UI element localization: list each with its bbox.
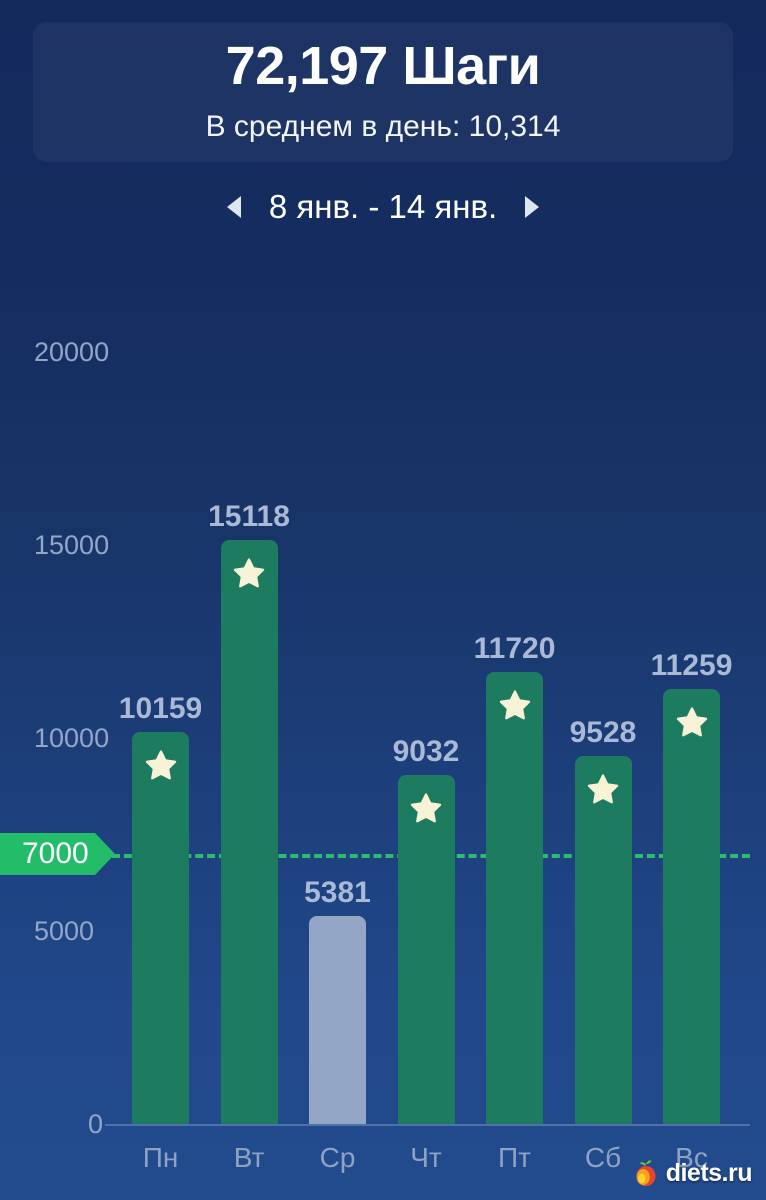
x-axis-baseline <box>105 1124 750 1126</box>
bar-value-label: 9032 <box>392 735 460 769</box>
watermark-text: diets.ru <box>665 1159 753 1187</box>
y-axis-tick-0: 0 <box>88 1109 104 1139</box>
bar-Сб[interactable] <box>574 756 632 1124</box>
bar-value-label: 15118 <box>208 500 290 534</box>
apple-icon <box>636 1160 656 1186</box>
total-steps-title: 72,197 Шаги <box>225 36 541 96</box>
x-axis-tick-Ср: Ср <box>319 1142 356 1173</box>
bar-value-label: 9528 <box>569 716 637 750</box>
x-axis-tick-Чт: Чт <box>410 1142 442 1173</box>
y-axis-tick-15000: 15000 <box>34 530 110 560</box>
bar-Пт[interactable] <box>486 671 543 1124</box>
y-axis-tick-20000: 20000 <box>34 337 110 367</box>
summary-card: 72,197 Шаги В среднем в день: 10,314 <box>33 22 733 162</box>
goal-star-icon <box>410 793 442 823</box>
y-axis-tick-10000: 10000 <box>34 723 110 753</box>
triangle-left-icon[interactable] <box>226 196 241 218</box>
goal-star-icon <box>145 750 176 780</box>
goal-badge-tip <box>94 832 115 875</box>
bar-Вт[interactable] <box>220 540 278 1124</box>
x-axis-tick-Вт: Вт <box>233 1142 265 1173</box>
date-range-label: 8 янв. - 14 янв. <box>268 188 498 225</box>
bar-value-label: 11720 <box>473 631 556 665</box>
bar-value-label: 11259 <box>650 649 733 683</box>
bar-Чт[interactable] <box>397 775 455 1124</box>
bar-Ср[interactable] <box>309 916 366 1124</box>
bar-Вс[interactable] <box>663 689 720 1124</box>
goal-star-icon <box>499 689 530 719</box>
y-axis-tick-5000: 5000 <box>34 916 95 946</box>
x-axis-tick-Пн: Пн <box>142 1142 179 1173</box>
x-axis-tick-Сб: Сб <box>584 1142 622 1173</box>
bar-value-label: 10159 <box>118 691 203 725</box>
x-axis-tick-Вс: Вс <box>675 1142 708 1173</box>
goal-badge[interactable]: 7000 <box>0 832 115 875</box>
triangle-right-icon[interactable] <box>525 196 540 218</box>
goal-star-icon <box>233 558 265 588</box>
watermark: diets.ru <box>631 1156 753 1190</box>
bar-Пн[interactable] <box>132 731 189 1124</box>
average-per-day-label: В среднем в день: 10,314 <box>205 110 561 143</box>
bar-value-label: 5381 <box>304 876 371 910</box>
goal-star-icon <box>676 707 707 737</box>
date-navigation: 8 янв. - 14 янв. <box>0 180 766 234</box>
goal-star-icon <box>587 774 619 804</box>
x-axis-tick-Пт: Пт <box>498 1142 531 1173</box>
goal-badge-label: 7000 <box>0 832 95 875</box>
